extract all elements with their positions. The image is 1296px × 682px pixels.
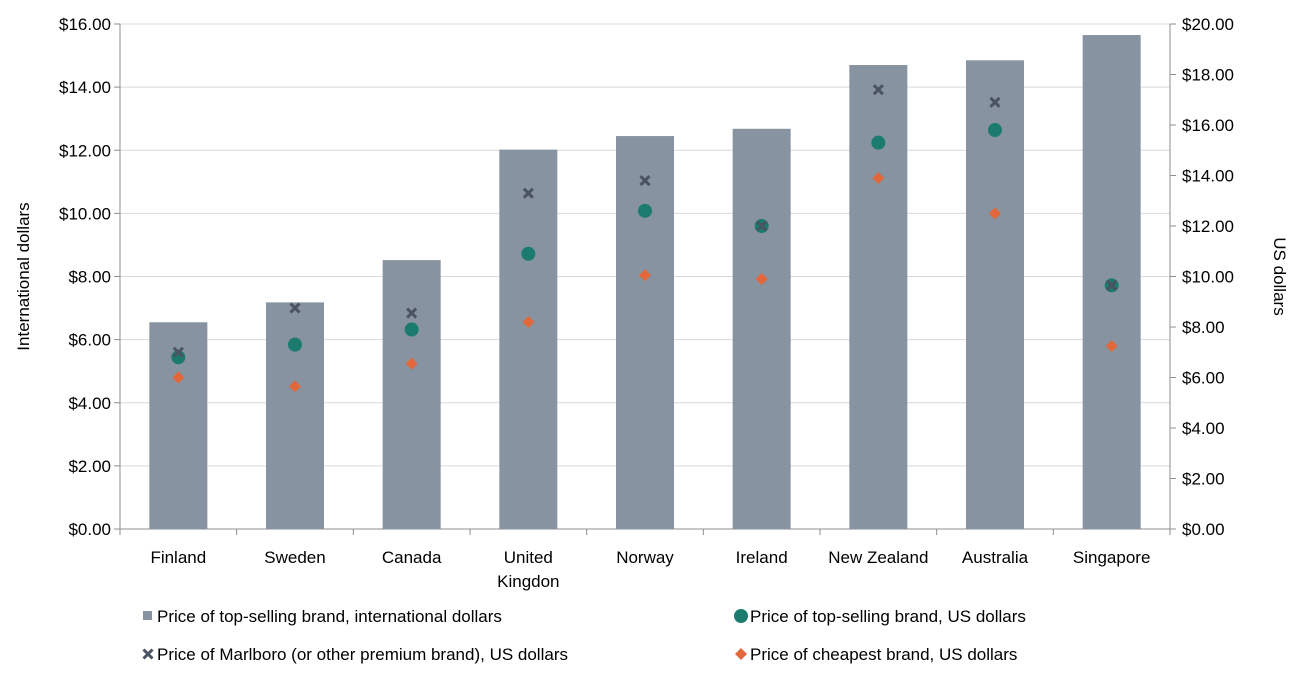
category-label-line: Kingdon [497,572,559,591]
x-stroke [756,220,768,232]
x-stroke [289,302,301,314]
x-stroke [406,307,418,319]
x-stroke [872,84,884,96]
right-tick-label: $12.00 [1182,217,1234,236]
bar [849,65,908,529]
diamond-point [522,315,535,328]
x-point [172,346,184,358]
category-label-line: Singapore [1073,548,1151,567]
category-label: Sweden [264,548,325,567]
left-tick-label: $4.00 [68,394,111,413]
legend-swatch [142,648,154,660]
bar [616,136,674,529]
category-label: Norway [616,548,674,567]
left-tick-label: $0.00 [68,520,111,539]
category-label-line: New Zealand [828,548,928,567]
x-stroke [172,346,184,358]
category-label-line: Finland [150,548,206,567]
diamond-point [872,172,885,185]
diamond-point [989,207,1001,220]
category-label-line: Canada [382,548,442,567]
category-label: United Kingdon [497,548,559,591]
left-tick-label: $2.00 [68,457,111,476]
diamond-point [405,357,418,370]
circle-point [988,123,1002,138]
category-label: Singapore [1073,548,1151,567]
right-tick-label: $20.00 [1182,15,1234,34]
diamond-point [639,269,651,282]
legend: Price of top-selling brand, internationa… [142,607,1026,664]
right-tick-label: $10.00 [1182,268,1234,287]
legend-swatch [143,611,152,620]
circle-point [288,337,302,352]
legend-entry: Price of Marlboro (or other premium bran… [142,645,568,664]
category-label-line: Ireland [736,548,788,567]
category-label-line: Norway [616,548,674,567]
x-point [989,96,1001,108]
legend-label: Price of top-selling brand, US dollars [750,607,1026,626]
bar [266,302,324,529]
marker-series [171,84,1119,393]
legend-label: Price of top-selling brand, internationa… [157,607,502,626]
legend-label: Price of cheapest brand, US dollars [750,645,1017,664]
x-stroke [522,187,534,199]
legend-swatch [734,609,748,623]
x-point [1106,279,1118,291]
left-tick-label: $6.00 [68,331,111,350]
circle-point [871,135,886,150]
circle-point [521,246,536,261]
circle-point [638,203,652,218]
diamond-point [289,380,301,393]
circle-point [404,322,419,337]
right-tick-label: $4.00 [1182,419,1225,438]
category-label: Finland [150,548,206,567]
right-tick-label: $8.00 [1182,318,1225,337]
bar-series [149,35,1141,529]
diamond-point [755,273,768,286]
category-label: Australia [962,548,1029,567]
category-label: Canada [382,548,442,567]
x-point [289,302,301,314]
legend-label: Price of Marlboro (or other premium bran… [157,645,568,664]
bar [966,60,1024,529]
right-tick-label: $6.00 [1182,369,1225,388]
right-tick-label: $2.00 [1182,470,1225,489]
x-point [522,187,534,199]
left-tick-label: $14.00 [59,78,111,97]
right-tick-label: $18.00 [1182,66,1234,85]
right-tick-label: $0.00 [1182,520,1225,539]
diamond-point [1105,339,1118,352]
bar [382,260,441,529]
bar [732,128,791,529]
category-label-line: Sweden [264,548,325,567]
x-stroke [142,648,154,660]
x-point [406,307,418,319]
category-label-line: United [504,548,553,567]
left-tick-label: $8.00 [68,268,111,287]
diamond-point [172,371,185,384]
left-axis-title: International dollars [14,202,33,350]
category-label: Ireland [736,548,788,567]
x-point [872,84,884,96]
category-label-line: Australia [962,548,1029,567]
right-axis-title: US dollars [1270,237,1289,315]
left-tick-label: $12.00 [59,141,111,160]
x-point [639,174,651,187]
legend-swatch [735,648,747,660]
x-stroke [1106,279,1118,291]
right-tick-label: $16.00 [1182,116,1234,135]
right-tick-label: $14.00 [1182,167,1234,186]
left-tick-label: $10.00 [59,204,111,223]
x-point [756,220,768,232]
bar [499,149,558,529]
legend-entry: Price of top-selling brand, internationa… [143,607,502,626]
category-label: New Zealand [828,548,928,567]
x-stroke [989,96,1001,108]
left-tick-label: $16.00 [59,15,111,34]
x-stroke [639,174,651,187]
legend-entry: Price of cheapest brand, US dollars [735,645,1017,664]
legend-entry: Price of top-selling brand, US dollars [734,607,1026,626]
